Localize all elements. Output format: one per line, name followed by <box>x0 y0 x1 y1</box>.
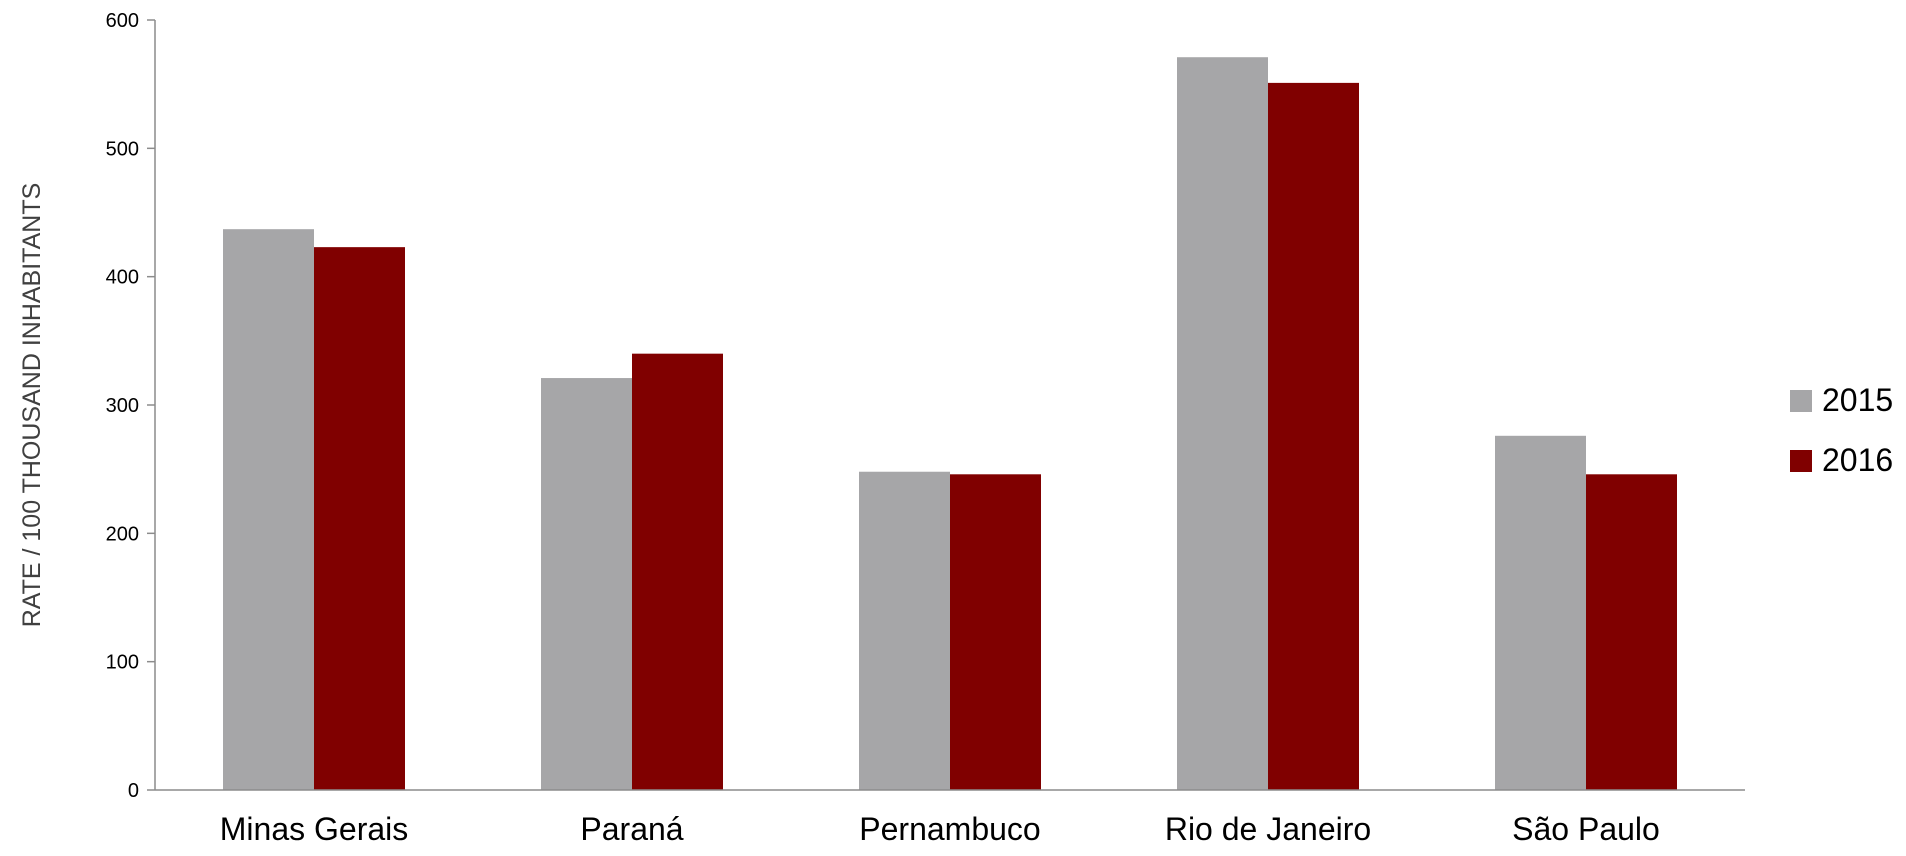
legend-swatch-2015 <box>1790 390 1812 412</box>
bar-2016-são-paulo <box>1586 474 1677 790</box>
y-tick-label: 500 <box>106 138 139 160</box>
bar-2015-pernambuco <box>859 471 950 790</box>
y-tick-label: 0 <box>128 780 139 802</box>
legend-label-2016: 2016 <box>1822 442 1893 478</box>
bar-2015-são-paulo <box>1495 435 1586 790</box>
y-tick-label: 100 <box>106 652 139 674</box>
x-category-label: Rio de Janeiro <box>1165 811 1371 847</box>
x-category-label: Minas Gerais <box>220 811 409 847</box>
y-axis-ticks: 0 100 200 300 400 500 600 <box>106 10 155 802</box>
bar-2015-paraná <box>541 378 632 790</box>
x-category-label: Paraná <box>580 811 683 847</box>
y-tick-label: 300 <box>106 395 139 417</box>
bar-2015-minas-gerais <box>223 229 314 790</box>
bar-2016-minas-gerais <box>314 247 405 790</box>
bar-2016-rio-de-janeiro <box>1268 82 1359 791</box>
bar-2015-rio-de-janeiro <box>1177 57 1268 790</box>
y-tick-label: 600 <box>106 10 139 32</box>
y-tick-label: 400 <box>106 267 139 289</box>
x-category-label: São Paulo <box>1512 811 1660 847</box>
bar-2016-paraná <box>632 353 723 790</box>
y-tick-label: 200 <box>106 523 139 545</box>
bars <box>223 57 1677 791</box>
legend-label-2015: 2015 <box>1822 382 1893 418</box>
legend-swatch-2016 <box>1790 450 1812 472</box>
legend: 2015 2016 <box>1790 382 1893 478</box>
x-axis-labels: Minas Gerais Paraná Pernambuco Rio de Janei… <box>220 811 1660 847</box>
bar-2016-pernambuco <box>950 474 1041 790</box>
y-axis-title: RATE / 100 THOUSAND INHABITANTS <box>18 183 46 628</box>
x-category-label: Pernambuco <box>859 811 1040 847</box>
